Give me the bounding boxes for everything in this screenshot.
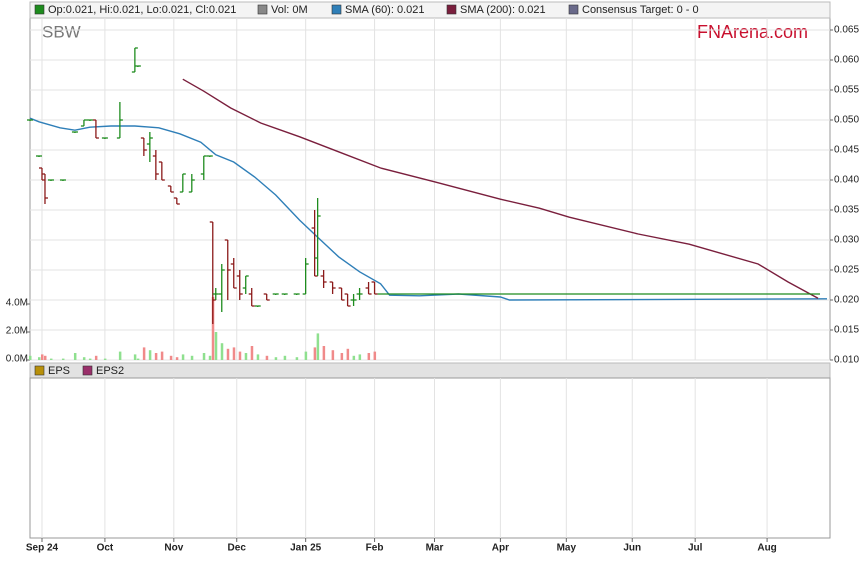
eps-panel — [29, 377, 831, 539]
legend-label: EPS2 — [96, 365, 124, 377]
legend-label: Op:0.021, Hi:0.021, Lo:0.021, Cl:0.021 — [48, 4, 236, 16]
y2-tick-label: 4.0M — [6, 298, 28, 309]
x-tick-label: Apr — [492, 543, 509, 554]
volume-bar — [265, 355, 269, 360]
volume-bar — [313, 347, 317, 360]
legend-label: SMA (200): 0.021 — [460, 4, 546, 16]
volume-bar — [244, 353, 248, 360]
volume-bar — [202, 353, 206, 360]
volume-bar — [43, 355, 47, 360]
x-tick-label: Dec — [228, 543, 247, 554]
price-panel — [29, 17, 831, 361]
legend-label: SMA (60): 0.021 — [345, 4, 425, 16]
volume-bar — [214, 332, 218, 360]
volume-bar — [346, 348, 350, 360]
x-tick-label: Nov — [164, 543, 183, 554]
volume-bar — [373, 351, 377, 360]
volume-bar — [73, 353, 77, 360]
volume-bar — [40, 354, 44, 360]
y-tick-label: 0.030 — [834, 235, 859, 246]
legend-swatch — [446, 4, 457, 15]
volume-bar — [148, 350, 152, 360]
volume-bar — [103, 358, 107, 360]
volume-bar — [133, 354, 137, 360]
y-tick-label: 0.025 — [834, 265, 859, 276]
x-tick-label: Mar — [426, 543, 444, 554]
volume-bar — [175, 357, 179, 360]
volume-bar — [190, 355, 194, 360]
volume-bar — [283, 355, 287, 360]
volume-bar — [367, 353, 371, 360]
volume-bar — [160, 351, 164, 360]
x-tick-label: Jan 25 — [290, 543, 322, 554]
y-tick-label: 0.015 — [834, 325, 859, 336]
y-tick-label: 0.055 — [834, 85, 859, 96]
volume-bar — [118, 351, 122, 360]
volume-bar — [358, 354, 362, 360]
x-tick-label: May — [557, 543, 577, 554]
y2-tick-label: 2.0M — [6, 326, 28, 337]
legend-swatch — [34, 4, 45, 15]
volume-bar — [169, 355, 173, 360]
volume-bar — [136, 358, 140, 360]
x-tick-label: Jun — [623, 543, 641, 554]
volume-bar — [154, 353, 158, 360]
volume-bar — [232, 347, 236, 360]
volume-bar — [295, 357, 299, 360]
sma-line — [29, 117, 828, 301]
legend-label: Consensus Target: 0 - 0 — [582, 4, 699, 16]
volume-bar — [142, 347, 146, 360]
volume-bar — [304, 351, 308, 360]
y-tick-label: 0.060 — [834, 55, 859, 66]
volume-bar — [238, 351, 242, 360]
volume-bar — [37, 357, 41, 360]
volume-bar — [208, 355, 212, 360]
volume-bar — [220, 343, 224, 360]
volume-bar — [61, 358, 65, 360]
x-tick-label: Jul — [688, 543, 703, 554]
volume-bar — [49, 358, 53, 360]
volume-bar — [340, 353, 344, 360]
y-tick-label: 0.045 — [834, 145, 859, 156]
y-tick-label: 0.035 — [834, 205, 859, 216]
volume-bar — [226, 348, 230, 360]
volume-bar — [29, 355, 32, 360]
x-tick-label: Oct — [97, 543, 114, 554]
x-tick-label: Aug — [757, 543, 776, 554]
volume-bar — [274, 357, 278, 360]
legend-swatch — [331, 4, 342, 15]
y2-tick-label: 0.0M — [6, 354, 28, 365]
volume-bar — [250, 346, 254, 360]
volume-bar — [316, 333, 320, 360]
volume-bar — [211, 297, 215, 360]
volume-bar — [88, 358, 92, 360]
volume-bar — [322, 346, 326, 360]
volume-bar — [352, 355, 356, 360]
y-tick-label: 0.065 — [834, 25, 859, 36]
brand: FNArena.com — [697, 22, 808, 42]
sma-line — [182, 78, 819, 299]
legend-swatch — [82, 365, 93, 376]
volume-bar — [331, 350, 335, 360]
y-tick-label: 0.050 — [834, 115, 859, 126]
price-legend-bar — [29, 1, 831, 19]
eps-legend-bar — [29, 362, 831, 379]
x-tick-label: Feb — [366, 543, 384, 554]
legend-label: Vol: 0M — [271, 4, 308, 16]
legend-label: EPS — [48, 365, 70, 377]
volume-bar — [256, 354, 260, 360]
legend-swatch — [34, 365, 45, 376]
y-tick-label: 0.010 — [834, 355, 859, 366]
legend-swatch — [257, 4, 268, 15]
volume-bar — [82, 357, 86, 360]
volume-bar — [94, 355, 98, 360]
volume-bar — [181, 354, 185, 360]
ticker: SBW — [42, 22, 81, 41]
x-tick-label: Sep 24 — [26, 543, 59, 554]
y-tick-label: 0.020 — [834, 295, 859, 306]
legend-swatch — [568, 4, 579, 15]
y-tick-label: 0.040 — [834, 175, 859, 186]
